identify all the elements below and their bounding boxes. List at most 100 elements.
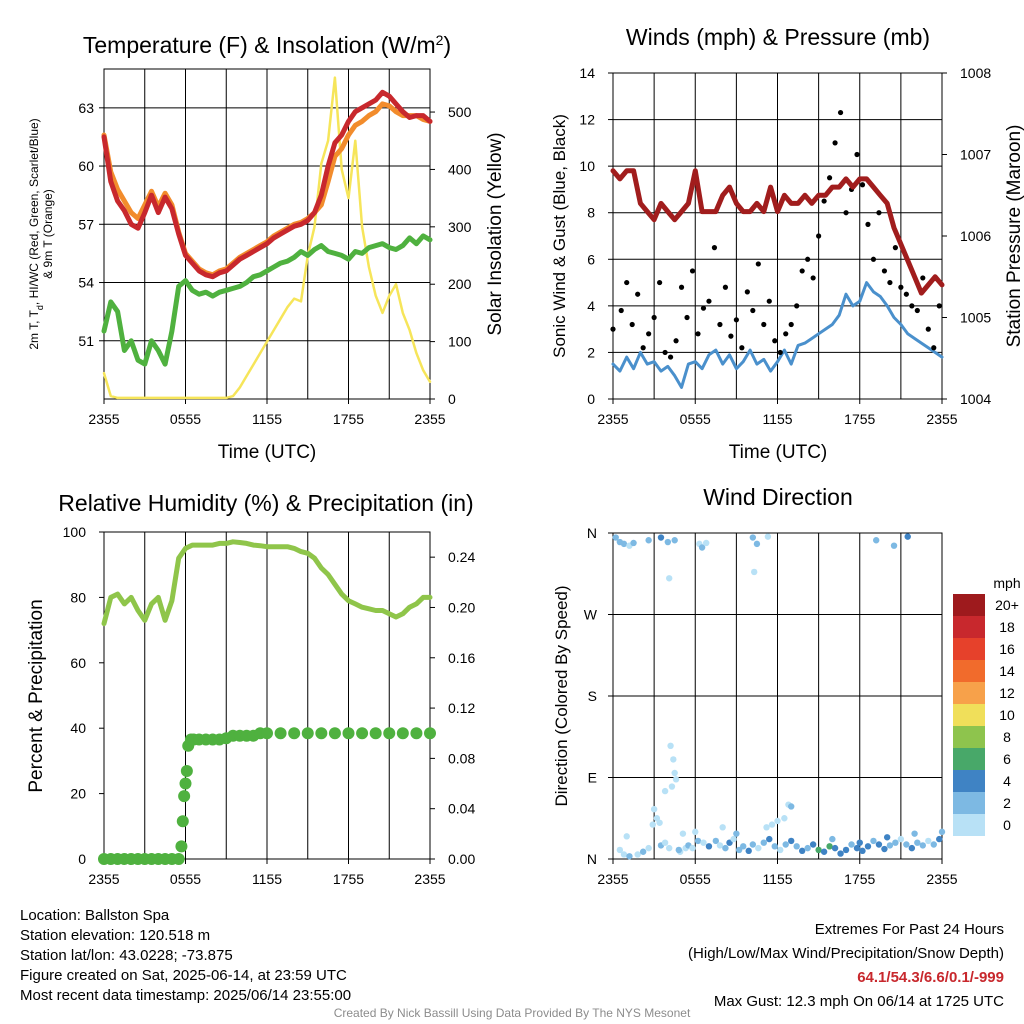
gust-point (684, 314, 690, 321)
direction-point (853, 844, 861, 852)
gust-point (870, 256, 877, 262)
direction-point (826, 843, 833, 850)
direction-point (703, 539, 710, 547)
gust-point (876, 210, 882, 216)
gust-point (837, 109, 844, 116)
sonic-wind-line (611, 281, 944, 389)
gust-point (689, 268, 696, 274)
direction-point (766, 835, 773, 843)
direction-point (873, 537, 880, 544)
humidity-precipitation-chart: 2355 0555 1155 1755 23550204060801000.000.04… (26, 490, 475, 887)
x-tick-label: 2355 (597, 871, 628, 887)
y2-tick-label: 0.00 (448, 851, 475, 867)
direction-point (798, 847, 806, 855)
direction-point (668, 783, 676, 790)
station-info: Location: Ballston Spa Station elevation… (20, 906, 351, 1006)
chart-title: Temperature (F) & Insolation (W/m2) (83, 32, 451, 58)
direction-point (666, 575, 673, 582)
legend-label: 20+ (995, 597, 1019, 613)
direction-point (908, 844, 916, 852)
gust-point (903, 291, 909, 297)
x-tick-label: 1755 (844, 871, 875, 887)
direction-point (698, 544, 706, 551)
direction-point (881, 845, 888, 853)
gust-point (810, 275, 816, 281)
precip-point (369, 727, 382, 740)
gust-point (706, 298, 712, 304)
temperature-insolation-chart: 2355 0555 1155 1755 2355 51 54 57 60 63 0 100 200 300… (27, 32, 506, 463)
direction-point (661, 787, 669, 795)
legend-label: 12 (999, 685, 1015, 701)
y2-tick-label: 0.20 (448, 599, 475, 615)
direction-point (859, 847, 866, 855)
precip-point (301, 727, 314, 740)
direction-point (733, 830, 740, 837)
gust-point (695, 331, 701, 337)
y-axis-label: Percent & Precipitation (26, 599, 47, 792)
gust-point (925, 326, 931, 332)
gust-point (646, 331, 652, 337)
gust-point (854, 151, 860, 158)
gust-point (739, 345, 745, 351)
y2-tick-label: 200 (448, 276, 472, 292)
direction-point (726, 839, 733, 846)
figure-created: Figure created on Sat, 2025-06-14, at 23… (20, 967, 347, 984)
legend-label: 0 (1003, 817, 1011, 833)
precip-point (396, 727, 409, 740)
direction-point (716, 842, 724, 849)
direction-point (848, 841, 855, 848)
gust-point (635, 291, 641, 297)
x-tick-label: 1155 (762, 871, 792, 887)
gust-point (777, 349, 783, 356)
x-tick-label: 1155 (252, 411, 282, 427)
y2-tick-label: 1008 (960, 65, 991, 81)
y-tick-label: 10 (579, 158, 595, 174)
legend-label: 4 (1003, 773, 1011, 789)
direction-point (667, 742, 674, 750)
gust-point (898, 284, 904, 290)
x-tick-label: 1755 (333, 871, 364, 887)
chart-title: Relative Humidity (%) & Precipitation (i… (58, 490, 473, 516)
direction-point (740, 843, 747, 850)
legend-label: 2 (1003, 795, 1011, 811)
legend-swatch (953, 594, 985, 616)
recent-timestamp: Most recent data timestamp: 2025/06/14 2… (20, 987, 352, 1004)
direction-point (788, 803, 795, 810)
y-tick-label: 51 (78, 333, 94, 349)
direction-point (870, 837, 877, 845)
gust-point (909, 303, 915, 309)
direction-point (764, 533, 772, 540)
y2-tick-label: 1005 (960, 310, 991, 326)
legend-swatch (953, 616, 985, 638)
x-tick-label: 0555 (680, 871, 711, 887)
legend-label: 16 (999, 641, 1015, 657)
y-tick-label: 8 (587, 205, 595, 221)
x-tick-label: 2355 (926, 411, 957, 427)
gust-point (728, 333, 734, 339)
x-tick-label: 2355 (88, 871, 119, 887)
precip-point (261, 727, 273, 740)
direction-point (842, 846, 850, 854)
legend-swatch (953, 660, 985, 682)
direction-point (671, 769, 678, 777)
chart-title: Wind Direction (703, 484, 853, 510)
direction-point (649, 821, 656, 828)
legend-label: 6 (1003, 751, 1011, 767)
precip-point (172, 853, 185, 865)
direction-point (634, 851, 641, 858)
gust-point (755, 261, 761, 267)
gust-point (624, 279, 630, 286)
y-tick-label: 60 (70, 655, 86, 671)
legend-label: 14 (999, 663, 1015, 679)
direction-point (692, 828, 699, 836)
precip-point (179, 777, 192, 790)
y-tick-label: 4 (587, 298, 595, 314)
precip-point (288, 727, 301, 740)
y2-tick-label: 0.12 (448, 700, 475, 716)
direction-point (657, 534, 665, 541)
direction-point (650, 805, 658, 813)
direction-point (749, 534, 757, 541)
direction-point (911, 830, 918, 837)
precip-point (356, 727, 369, 740)
